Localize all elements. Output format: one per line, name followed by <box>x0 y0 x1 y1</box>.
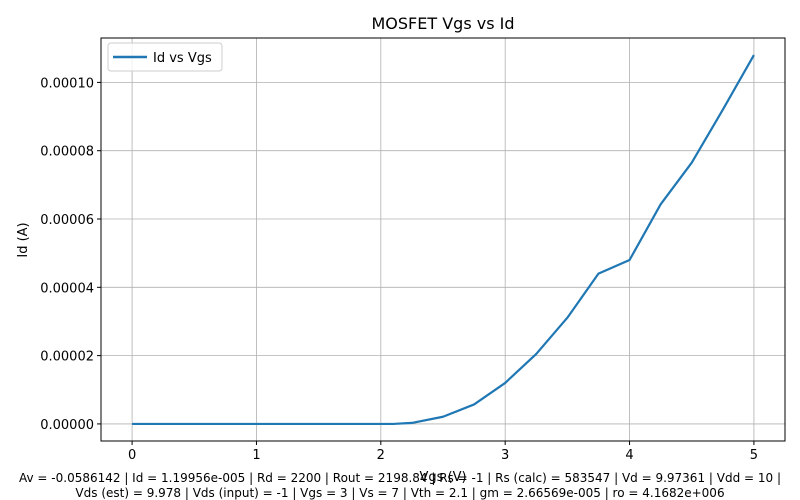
plot-frame <box>100 37 786 442</box>
x-axis: 0 1 2 3 4 5 <box>128 441 758 463</box>
y-tick-label: 0.00006 <box>40 213 94 228</box>
y-axis-label: Id (A) <box>16 222 31 257</box>
footer-line-1: Av = -0.0586142 | Id = 1.19956e-005 | Rd… <box>19 471 781 485</box>
x-axis-label: Vgs (V) <box>419 470 466 485</box>
y-tick-label: 0.00008 <box>40 145 94 160</box>
y-tick-label: 0.00000 <box>40 418 94 433</box>
y-axis: 0.00000 0.00002 0.00004 0.00006 0.00008 0.000… <box>40 76 101 433</box>
y-tick-label: 0.00002 <box>40 350 94 365</box>
legend-label: Id vs Vgs <box>153 51 212 66</box>
grid <box>101 38 785 441</box>
footer-line-2: Vds (est) = 9.978 | Vds (input) = -1 | V… <box>75 486 724 500</box>
x-tick-label: 1 <box>252 448 260 463</box>
legend: Id vs Vgs <box>107 42 223 72</box>
legend-box <box>107 42 223 72</box>
x-tick-label: 4 <box>625 448 633 463</box>
series-line-0 <box>132 54 755 426</box>
x-tick-label: 0 <box>128 448 136 463</box>
x-tick-label: 5 <box>750 448 758 463</box>
chart-title: MOSFET Vgs vs Id <box>371 14 514 33</box>
x-tick-label: 3 <box>501 448 509 463</box>
x-tick-label: 2 <box>377 448 385 463</box>
series-group <box>132 54 755 426</box>
y-tick-label: 0.00010 <box>40 76 94 91</box>
y-tick-label: 0.00004 <box>40 281 94 296</box>
